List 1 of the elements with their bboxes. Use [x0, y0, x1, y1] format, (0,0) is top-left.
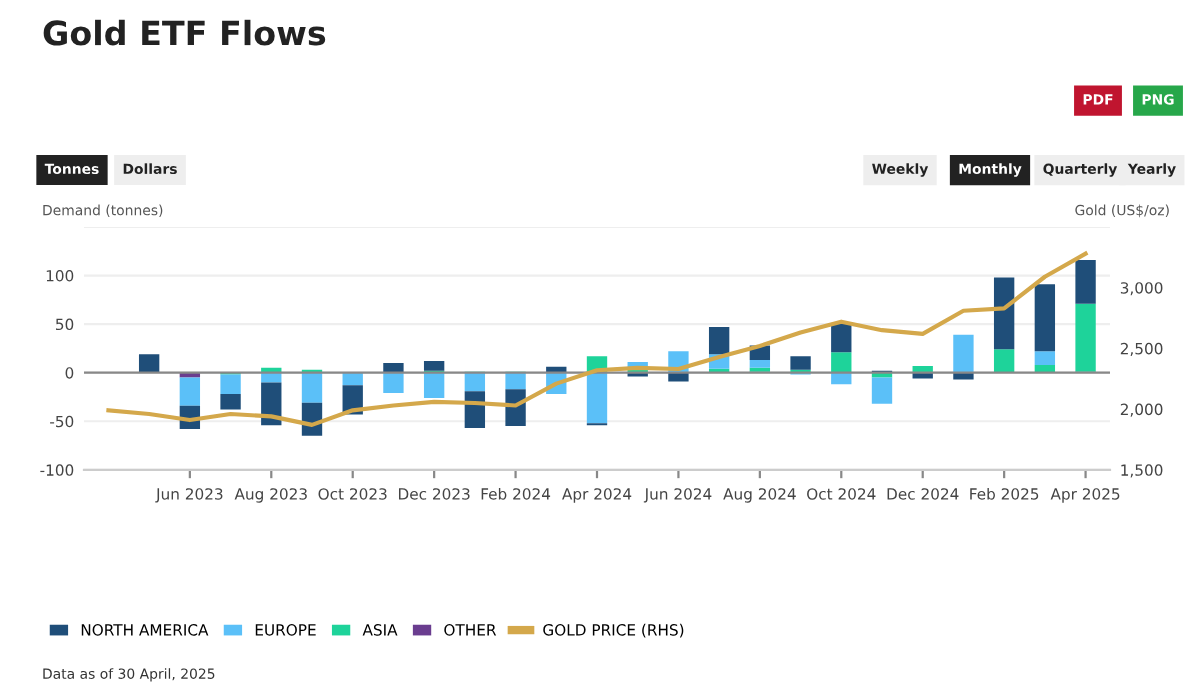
chart-title: Gold ETF Flows: [43, 19, 326, 46]
